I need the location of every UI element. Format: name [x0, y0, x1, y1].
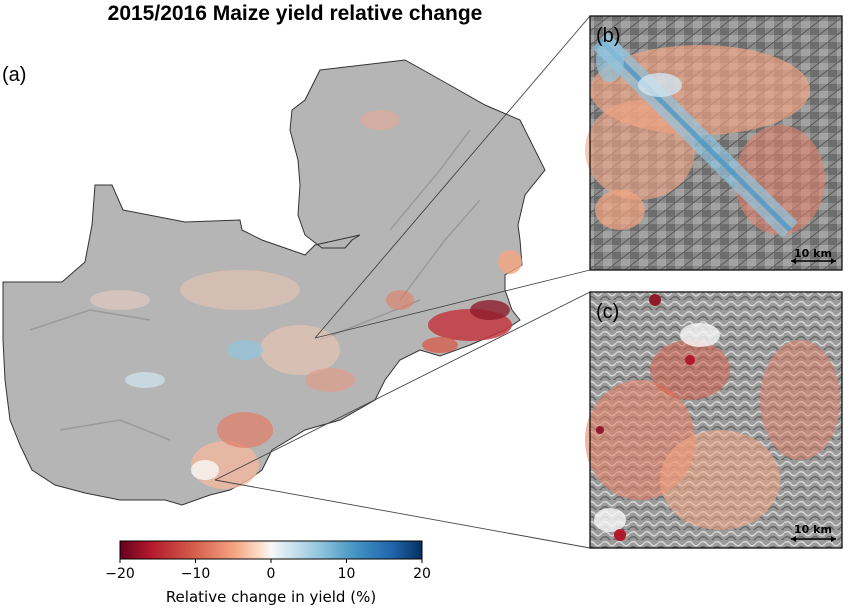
colorbar: −20 −10 0 10 20	[105, 540, 431, 582]
scale-bar-b	[791, 258, 836, 264]
colorbar-gradient	[119, 540, 423, 560]
colorbar-ticks: −20 −10 0 10 20	[105, 559, 431, 582]
scale-bar-label-b: 10 km	[794, 247, 832, 260]
inset-b	[585, 15, 843, 271]
hillshade-ridges	[29, 129, 481, 441]
panel-label-b: (b)	[596, 25, 620, 47]
colorbar-label: Relative change in yield (%)	[165, 588, 377, 606]
yield-patches	[90, 110, 522, 489]
colorbar-tick-label: −20	[105, 566, 135, 582]
map-title: 2015/2016 Maize yield relative change	[107, 2, 483, 25]
colorbar-tick-label: 20	[413, 566, 431, 582]
colorbar-tick-label: 0	[267, 566, 276, 582]
panel-label-a: (a)	[2, 64, 27, 86]
inset-c	[585, 291, 843, 549]
inset-connector-lines	[214, 15, 591, 549]
scale-bar-c	[791, 536, 836, 542]
panel-label-c: (c)	[596, 301, 619, 323]
colorbar-tick-label: −10	[181, 566, 211, 582]
colorbar-tick-label: 10	[338, 566, 356, 582]
scale-bar-label-c: 10 km	[794, 523, 832, 536]
